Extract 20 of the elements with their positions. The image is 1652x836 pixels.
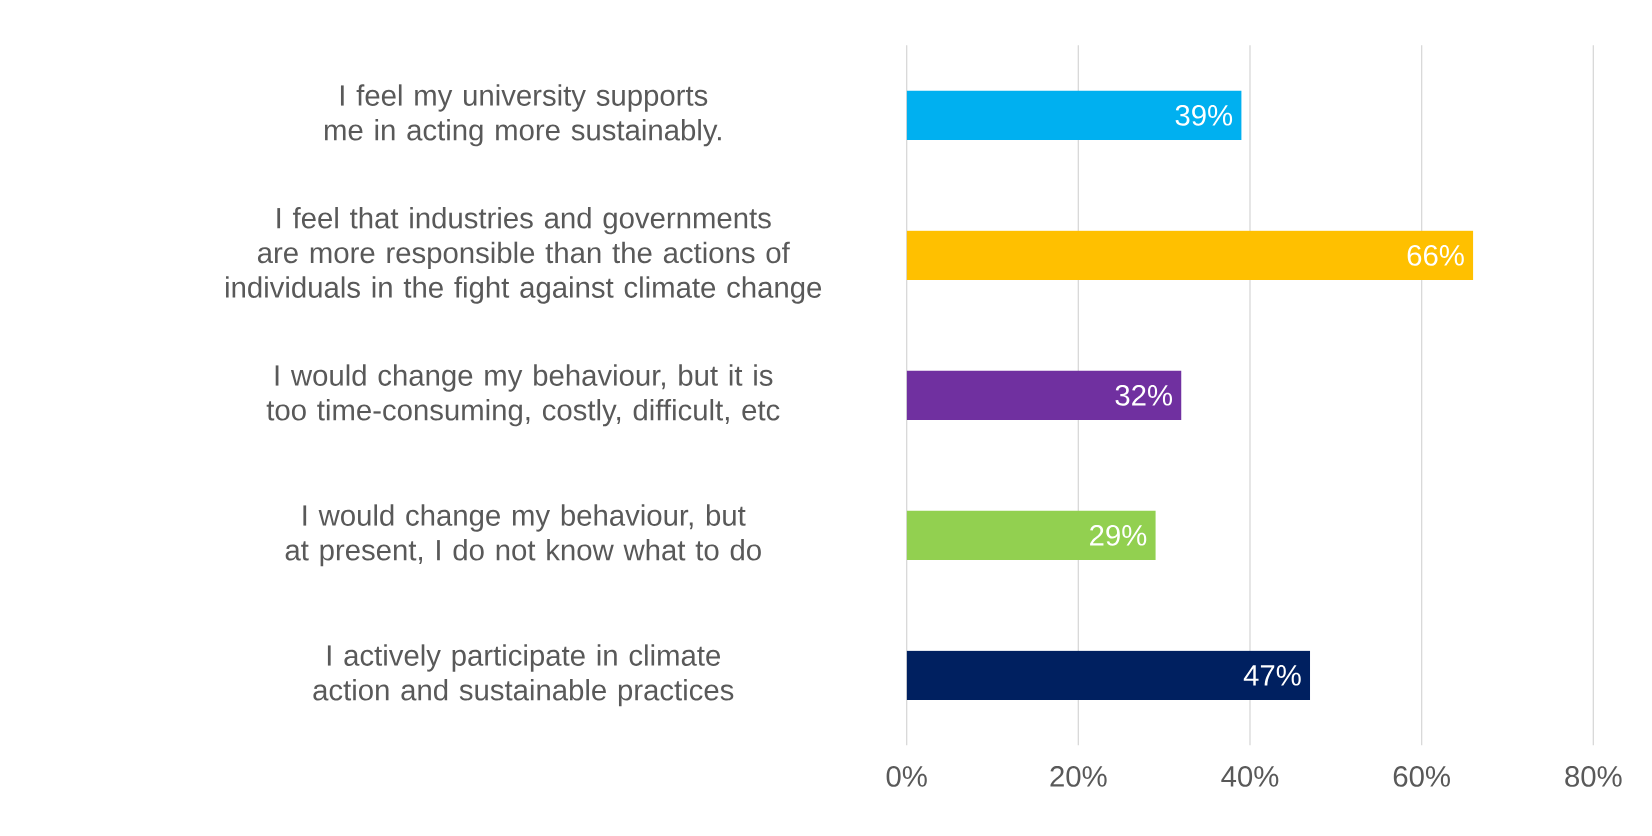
data-label: 66%	[1407, 244, 1464, 266]
bar	[906, 510, 1156, 561]
bar	[906, 90, 1242, 141]
y-tick-label: I feel my university supports me in acting more sustainably.	[324, 84, 721, 147]
y-tick-label: I feel that industries and governments are more responsible than the actions of individuals in the fight against climate change	[226, 206, 822, 304]
bar	[906, 370, 1182, 421]
data-label: 39%	[1175, 104, 1233, 126]
data-label: 47%	[1243, 665, 1301, 686]
x-tick-label: 20%	[1050, 766, 1107, 787]
x-tick-label: 80%	[1565, 766, 1622, 787]
data-label: 29%	[1090, 524, 1147, 546]
x-tick-label: 40%	[1221, 766, 1279, 787]
data-label: 32%	[1115, 384, 1173, 406]
x-tick-label: 0%	[886, 766, 927, 787]
y-tick-label: I would change my behaviour, but at present, I do not know what to do	[285, 504, 761, 567]
y-tick-label: I actively participate in climate action and sustainable practices	[313, 644, 734, 707]
y-tick-label: I would change my behaviour, but it is too time-consuming, costly, difficult, etc	[266, 364, 780, 427]
bar	[906, 650, 1311, 701]
bar	[906, 230, 1474, 281]
x-tick-label: 60%	[1393, 766, 1450, 787]
